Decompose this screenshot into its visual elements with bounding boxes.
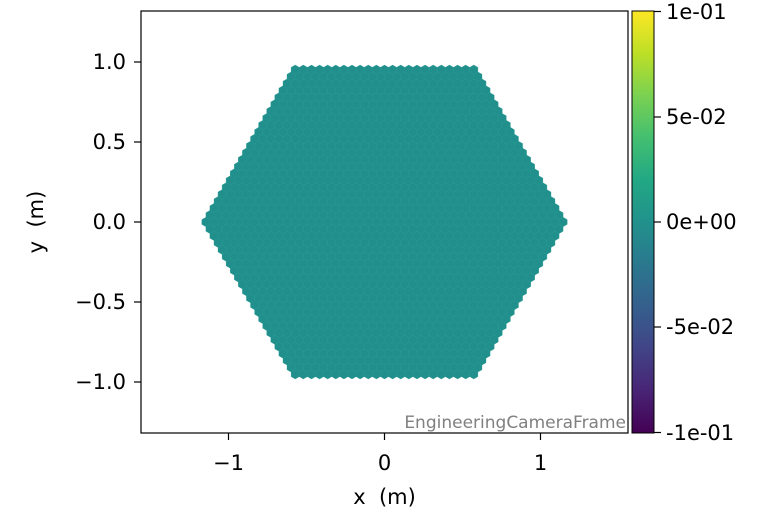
x-axis: −1 0 1 x (m) [213,433,547,509]
colorbar-tick-label: 1e-01 [666,0,727,24]
y-axis: 1.0 0.5 0.0 −0.5 −1.0 y (m) [24,50,141,394]
x-tick-label: 1 [534,451,547,475]
colorbar-tick-label: -5e-02 [666,315,734,339]
y-tick-label: 1.0 [93,50,126,74]
colorbar-tick-label: -1e-01 [666,421,734,445]
frame-annotation: EngineeringCameraFrame [404,413,626,433]
camera-pixel [380,64,389,75]
camera-pixel [428,64,438,75]
y-tick-label: 0.0 [93,210,126,234]
x-axis-label: x (m) [353,485,416,509]
x-tick-label: −1 [213,451,244,475]
camera-pixels [201,64,568,380]
y-tick-label: 0.5 [93,130,126,154]
colorbar-gradient [631,10,655,434]
colorbar-tick-label: 5e-02 [666,105,727,129]
colorbar: 1e-01 5e-02 0e+00 -5e-02 -1e-01 [631,0,737,445]
camera-pixel [469,64,479,75]
y-tick-label: −1.0 [75,370,126,394]
colorbar-tick-label: 0e+00 [666,210,737,234]
y-axis-label: y (m) [24,191,48,254]
camera-pixel [331,64,341,75]
y-tick-label: −0.5 [75,290,126,314]
x-tick-label: 0 [378,451,391,475]
